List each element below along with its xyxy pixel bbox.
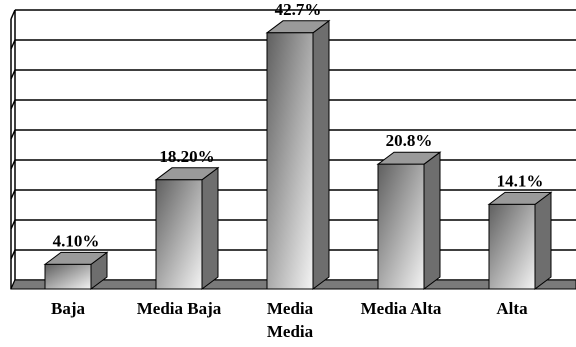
category-label: Alta — [496, 299, 528, 318]
data-label: 4.10% — [53, 231, 100, 250]
bar-side — [423, 151, 441, 290]
bar-side — [534, 191, 552, 290]
bar — [155, 179, 203, 290]
data-label: 42.7% — [275, 0, 322, 19]
data-labels: 4.10% 18.20% 42.7% 20.8% 14.1% — [53, 0, 544, 250]
data-label: 14.1% — [497, 171, 544, 190]
bar — [44, 263, 92, 290]
category-label: Baja — [51, 299, 86, 318]
category-label: Media — [267, 322, 314, 341]
gridline-wall-segment — [10, 249, 16, 260]
category-labels: Baja Media Baja Media Media Media Alta Alta — [51, 299, 528, 341]
bar — [488, 203, 536, 290]
gridline-wall-segment — [10, 9, 16, 20]
gridline-wall-segment — [10, 219, 16, 230]
gridline-wall-segment — [10, 129, 16, 140]
gridline-wall-segment — [10, 69, 16, 80]
bar — [266, 32, 314, 290]
bar-side — [201, 166, 219, 290]
gridline-wall-segment — [10, 39, 16, 50]
data-label: 18.20% — [159, 147, 214, 166]
gridline-wall-segment — [10, 99, 16, 110]
bars — [43, 19, 553, 290]
gridline-wall-segment — [10, 189, 16, 200]
bar — [377, 163, 425, 290]
gridline-wall-segment — [10, 159, 16, 170]
data-label: 20.8% — [386, 131, 433, 150]
category-label: Media Baja — [137, 299, 222, 318]
bar-side — [312, 19, 330, 290]
category-label: Media — [267, 299, 314, 318]
category-label: Media Alta — [361, 299, 442, 318]
